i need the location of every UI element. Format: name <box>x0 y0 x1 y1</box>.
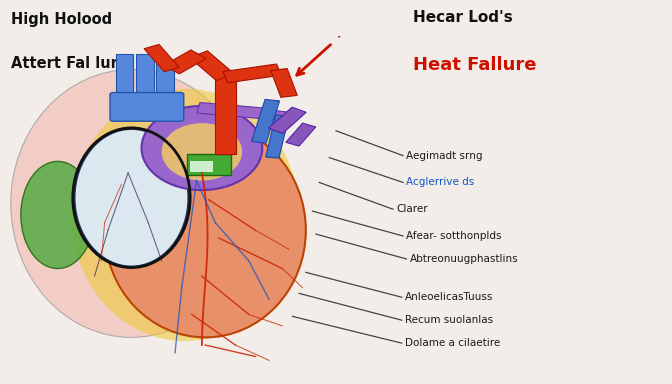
Polygon shape <box>214 77 236 154</box>
Text: Recum suolanlas: Recum suolanlas <box>405 315 493 325</box>
Text: High Holood: High Holood <box>11 12 112 27</box>
Polygon shape <box>164 50 206 74</box>
Polygon shape <box>157 62 174 104</box>
Text: Afear- sotthonplds: Afear- sotthonplds <box>407 231 502 241</box>
Polygon shape <box>265 115 289 158</box>
Text: Heat Fallure: Heat Fallure <box>413 56 537 74</box>
Ellipse shape <box>162 123 242 180</box>
Text: Acglerrive ds: Acglerrive ds <box>407 177 474 187</box>
Polygon shape <box>144 45 179 72</box>
Ellipse shape <box>105 123 306 338</box>
Polygon shape <box>264 109 298 121</box>
Text: Clarer: Clarer <box>396 204 428 214</box>
Ellipse shape <box>142 106 262 190</box>
Polygon shape <box>271 69 297 98</box>
FancyBboxPatch shape <box>187 154 230 175</box>
Polygon shape <box>197 103 267 119</box>
Polygon shape <box>190 51 235 81</box>
Polygon shape <box>136 54 154 104</box>
Polygon shape <box>269 107 306 133</box>
Polygon shape <box>251 99 280 143</box>
Polygon shape <box>286 123 316 146</box>
Ellipse shape <box>75 129 188 266</box>
Polygon shape <box>223 64 282 83</box>
Text: AnleoelicasTuuss: AnleoelicasTuuss <box>405 292 493 302</box>
Text: Aegimadt srng: Aegimadt srng <box>407 151 483 161</box>
Text: Abtreonuugphastlins: Abtreonuugphastlins <box>410 254 518 264</box>
Text: Hecar Lod's: Hecar Lod's <box>413 10 513 25</box>
Ellipse shape <box>21 161 95 268</box>
FancyBboxPatch shape <box>190 161 213 172</box>
Text: Dolame a cilaetire: Dolame a cilaetire <box>405 338 501 348</box>
FancyBboxPatch shape <box>110 93 183 121</box>
Polygon shape <box>116 54 134 104</box>
Ellipse shape <box>71 89 299 341</box>
Text: Attert Fal lure: Attert Fal lure <box>11 56 128 71</box>
Ellipse shape <box>11 70 252 338</box>
